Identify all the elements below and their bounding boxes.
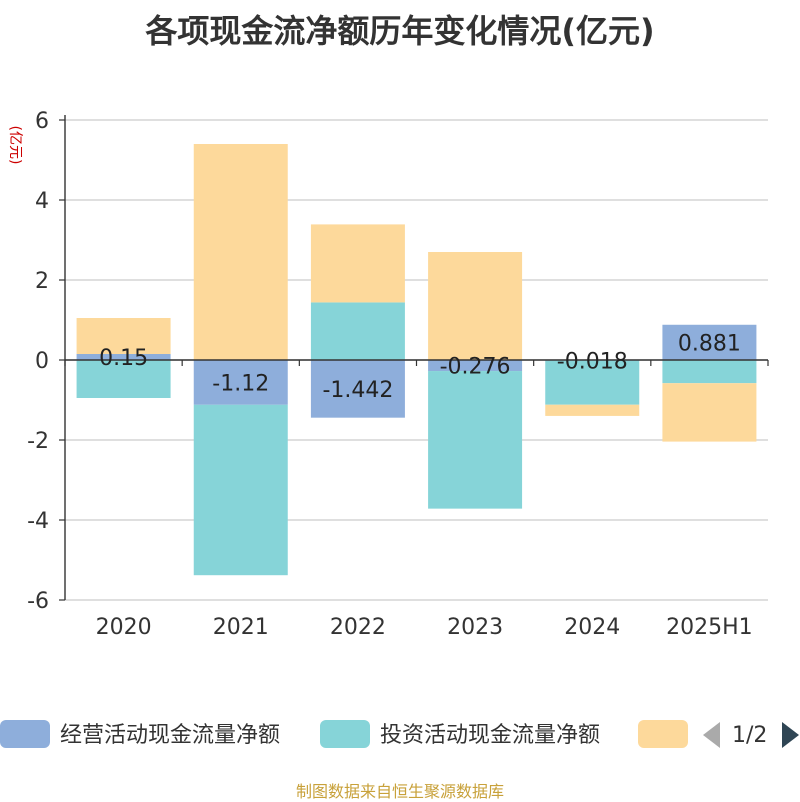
x-tick-label: 2022 [330,615,386,640]
legend-prev-icon[interactable] [703,722,720,748]
chart-title: 各项现金流净额历年变化情况(亿元) [145,12,655,50]
x-tick-label: 2025H1 [666,615,753,640]
bar-series-1-2020[interactable] [76,354,171,360]
y-tick-label: -6 [27,589,49,614]
legend-swatch-2[interactable] [320,720,370,748]
x-tick-label: 2023 [447,615,503,640]
bar-series-3-2020[interactable] [76,318,171,354]
data-label: 0.881 [678,331,741,356]
legend: 经营活动现金流量净额 投资活动现金流量净额 1/2 [0,720,799,748]
data-label: 0.15 [99,346,148,371]
legend-swatch-3[interactable] [638,720,688,748]
legend-label-2[interactable]: 投资活动现金流量净额 [380,723,600,748]
y-tick-label: -2 [27,429,49,454]
axes: 6 4 2 0 -2 -4 -6 (亿元) 2020 2021 2022 2023 2024 2025H1 [7,109,769,640]
bar-series-1-2021[interactable] [193,360,288,405]
bar-series-1-2023[interactable] [428,360,523,372]
legend-next-icon[interactable] [782,722,799,748]
legend-label-1[interactable]: 经营活动现金流量净额 [60,723,280,748]
bar-series-2-2021[interactable] [193,404,288,576]
bar-series-3-2021[interactable] [193,144,288,360]
y-tick-label: 2 [35,269,49,294]
bar-series-3-2025H1[interactable] [662,383,757,442]
legend-swatch-1[interactable] [0,720,50,748]
source-note: 制图数据来自恒生聚源数据库 [295,782,504,801]
x-tick-label: 2020 [96,615,152,640]
bar-series-3-2024[interactable] [545,404,640,416]
bar-series-2-2020[interactable] [76,360,171,398]
bar-series-2-2023[interactable] [428,371,523,509]
x-tick-label: 2021 [213,615,269,640]
y-tick-label: -4 [27,509,49,534]
bar-series-1-2025H1[interactable] [662,324,757,360]
bars [76,144,757,576]
y-tick-label: 4 [35,189,49,214]
bar-series-2-2025H1[interactable] [662,360,757,384]
data-label: -0.018 [557,349,628,374]
bar-series-2-2022[interactable] [310,302,405,360]
y-tick-label: 0 [35,349,49,374]
bar-series-3-2022[interactable] [310,224,405,303]
y-axis-label: (亿元) [7,126,23,165]
data-label: -1.12 [212,371,269,396]
y-tick-label: 6 [35,109,49,134]
legend-page-indicator: 1/2 [732,723,767,748]
data-label: -0.276 [440,355,511,380]
data-labels: 0.15 -1.12 -1.442 -0.276 -0.018 0.881 [99,331,741,402]
data-label: -1.442 [322,378,393,403]
bar-series-1-2022[interactable] [310,360,405,418]
x-tick-label: 2024 [564,615,620,640]
bar-series-3-2023[interactable] [428,252,523,360]
bar-series-2-2024[interactable] [545,360,640,405]
